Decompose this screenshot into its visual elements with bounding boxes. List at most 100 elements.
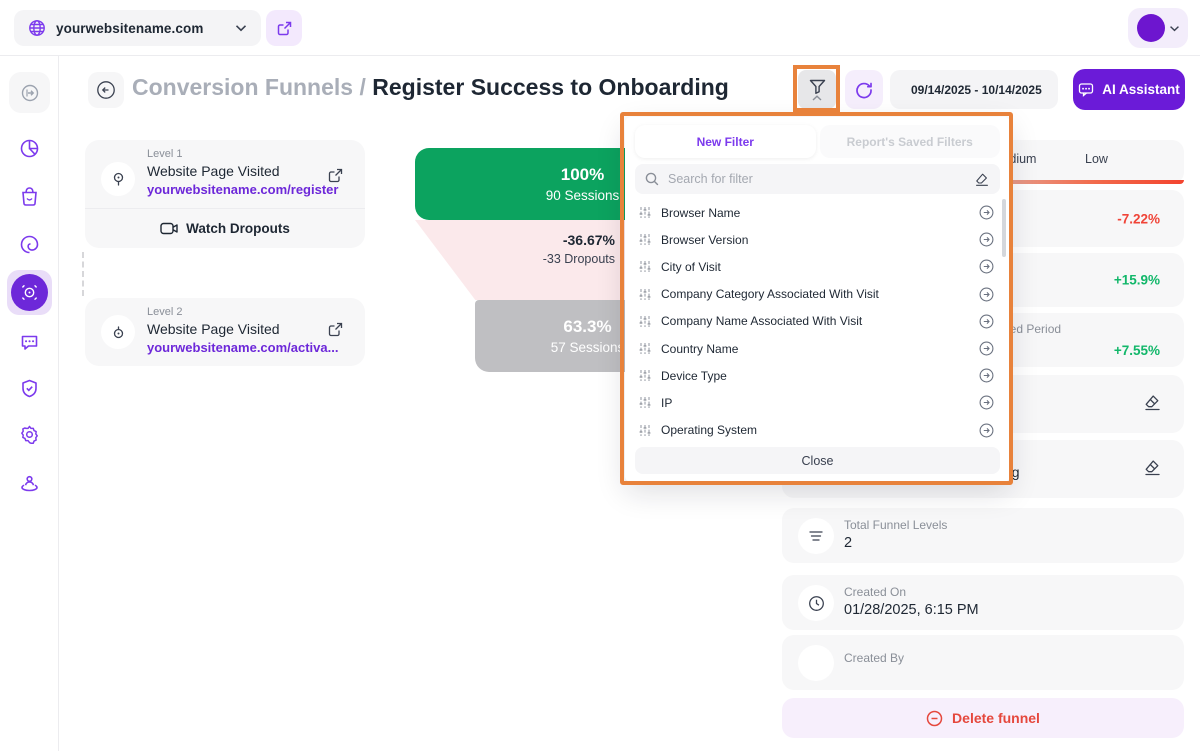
- edit-button[interactable]: [1143, 459, 1162, 480]
- funnel-level-2-card: Level 2 Website Page Visited yourwebsite…: [85, 298, 365, 366]
- scrollbar-thumb[interactable]: [1002, 199, 1006, 257]
- refresh-button[interactable]: [845, 70, 883, 109]
- edit-button[interactable]: [1143, 394, 1162, 415]
- visitor-pin-icon: [21, 475, 38, 492]
- total-levels-card: Total Funnel Levels 2: [782, 508, 1184, 563]
- delete-funnel-label: Delete funnel: [952, 710, 1040, 726]
- arrow-circle-icon[interactable]: [979, 341, 994, 356]
- level-2-sessions: 57 Sessions: [550, 340, 625, 355]
- filter-option-country-name[interactable]: Country Name: [635, 335, 998, 362]
- sidebar-item-settings[interactable]: [9, 414, 50, 455]
- sliders-icon: [639, 343, 651, 355]
- creator-avatar: [798, 645, 834, 681]
- arrow-circle-icon[interactable]: [979, 423, 994, 438]
- level-1-sessions: 90 Sessions: [545, 188, 620, 203]
- chevron-up-icon: [812, 94, 822, 101]
- clock-icon: [798, 585, 834, 621]
- watch-dropouts-label: Watch Dropouts: [186, 220, 290, 236]
- funnel-level-1-card: Level 1 Website Page Visited yourwebsite…: [85, 140, 365, 248]
- filter-option-city-of-visit[interactable]: City of Visit: [635, 253, 998, 280]
- level-2-open-link-icon[interactable]: [328, 322, 343, 342]
- sidebar-item-privacy[interactable]: [9, 368, 50, 409]
- filter-button[interactable]: [798, 70, 836, 109]
- account-menu[interactable]: [1128, 8, 1188, 48]
- website-selector[interactable]: yourwebsitename.com: [14, 10, 262, 46]
- sidebar-item-behavior[interactable]: [9, 224, 50, 265]
- close-filter-button[interactable]: Close: [635, 447, 1000, 474]
- refresh-icon: [856, 82, 872, 98]
- active-item-circle: [11, 274, 48, 311]
- filter-option-company-name[interactable]: Company Name Associated With Visit: [635, 308, 998, 335]
- gear-icon: [21, 425, 38, 444]
- divider: [85, 208, 365, 209]
- funnel-filter-icon: [809, 79, 825, 94]
- sliders-icon: [639, 315, 651, 327]
- chevron-down-icon: [236, 25, 247, 32]
- pie-chart-icon: [20, 139, 39, 158]
- tab-saved-filters[interactable]: Report's Saved Filters: [819, 125, 1000, 158]
- arrow-circle-icon[interactable]: [979, 205, 994, 220]
- sliders-icon: [639, 207, 651, 219]
- delete-funnel-button[interactable]: Delete funnel: [782, 698, 1184, 738]
- filter-search-box: [635, 164, 1000, 194]
- level-1-label: Level 1: [147, 148, 183, 160]
- dropout-count: -33 Dropouts: [542, 252, 615, 266]
- arrow-circle-icon[interactable]: [979, 368, 994, 383]
- created-by-label: Created By: [844, 651, 905, 665]
- funnels-lens-icon: [22, 285, 37, 300]
- left-sidebar: [0, 56, 59, 751]
- sidebar-item-dashboard[interactable]: [9, 128, 50, 169]
- filter-search-input[interactable]: [668, 172, 965, 186]
- level-1-url-link[interactable]: yourwebsitename.com/register: [147, 182, 339, 197]
- filter-option-browser-version[interactable]: Browser Version: [635, 226, 998, 253]
- watch-dropouts-button[interactable]: Watch Dropouts: [85, 208, 365, 248]
- sliders-icon: [639, 424, 651, 436]
- avatar: [1136, 14, 1165, 42]
- page-title: Conversion Funnels / Register Success to…: [132, 74, 729, 101]
- sliders-icon: [639, 397, 651, 409]
- shield-check-icon: [22, 379, 37, 398]
- arrow-circle-icon[interactable]: [979, 259, 994, 274]
- arrow-circle-icon[interactable]: [979, 314, 994, 329]
- sidebar-collapse-toggle[interactable]: [9, 72, 50, 113]
- metric-1-value: -7.22%: [1117, 211, 1160, 226]
- arrow-circle-icon[interactable]: [979, 287, 994, 302]
- level-2-url-link[interactable]: yourwebsitename.com/activa...: [147, 340, 339, 355]
- back-button[interactable]: [88, 72, 124, 108]
- created-on-card: Created On 01/28/2025, 6:15 PM: [782, 575, 1184, 630]
- eraser-icon: [1145, 395, 1160, 411]
- sidebar-item-funnels[interactable]: [7, 270, 52, 315]
- arrow-circle-icon[interactable]: [979, 395, 994, 410]
- created-on-label: Created On: [844, 585, 907, 599]
- filter-option-operating-system[interactable]: Operating System: [635, 417, 998, 444]
- filter-option-company-category[interactable]: Company Category Associated With Visit: [635, 281, 998, 308]
- date-range-picker[interactable]: 09/14/2025 - 10/14/2025: [890, 70, 1058, 109]
- minus-circle-icon: [926, 710, 943, 726]
- arrow-circle-icon[interactable]: [979, 232, 994, 247]
- globe-icon: [29, 20, 45, 36]
- level-1-event: Website Page Visited: [147, 163, 280, 179]
- tab-new-filter[interactable]: New Filter: [635, 125, 816, 158]
- total-levels-value: 2: [844, 535, 853, 551]
- sliders-icon: [639, 288, 651, 300]
- sidebar-item-visitors[interactable]: [9, 462, 50, 503]
- camera-icon: [160, 222, 178, 234]
- filter-tabs: New Filter Report's Saved Filters: [635, 125, 1000, 158]
- sidebar-item-feedback[interactable]: [9, 322, 50, 363]
- open-website-button[interactable]: [266, 10, 302, 46]
- filter-option-browser-name[interactable]: Browser Name: [635, 199, 998, 226]
- external-link-icon: [277, 21, 291, 35]
- top-bar: yourwebsitename.com: [0, 0, 1200, 56]
- filter-options-list: Browser Name Browser Version City of Vis…: [635, 199, 998, 444]
- back-arrow-icon: [97, 81, 115, 99]
- clear-eraser-icon[interactable]: [974, 172, 990, 187]
- legend-low: Low: [1085, 152, 1108, 166]
- sliders-icon: [639, 234, 651, 246]
- sidebar-item-ecommerce[interactable]: [9, 176, 50, 217]
- filter-option-device-type[interactable]: Device Type: [635, 362, 998, 389]
- created-by-card: Created By: [782, 635, 1184, 690]
- filter-option-ip[interactable]: IP: [635, 389, 998, 416]
- level-1-open-link-icon[interactable]: [328, 168, 343, 188]
- ai-assistant-button[interactable]: AI Assistant: [1073, 69, 1185, 110]
